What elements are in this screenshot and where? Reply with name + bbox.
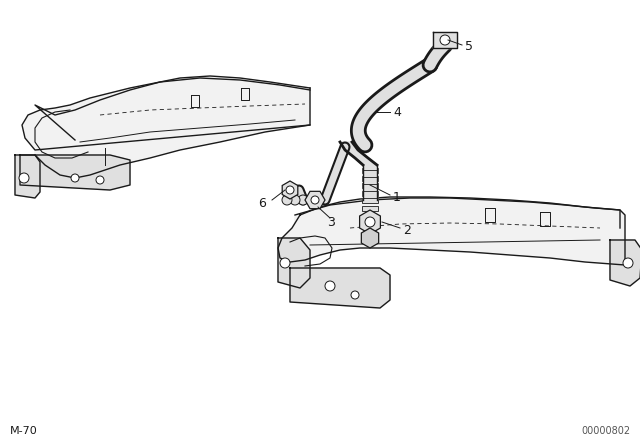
Polygon shape [15, 155, 40, 198]
Bar [362, 206, 378, 211]
Polygon shape [278, 197, 625, 265]
Polygon shape [282, 181, 298, 199]
Polygon shape [362, 228, 379, 248]
Circle shape [19, 173, 29, 183]
Bar [362, 198, 378, 203]
Bar [362, 176, 378, 181]
Polygon shape [305, 191, 325, 209]
Text: M-70: M-70 [10, 426, 38, 436]
Circle shape [96, 176, 104, 184]
Circle shape [365, 217, 375, 227]
Polygon shape [360, 210, 380, 234]
Text: 00000802: 00000802 [581, 426, 630, 436]
Polygon shape [20, 155, 130, 190]
Text: 6: 6 [258, 197, 266, 210]
Circle shape [440, 35, 450, 45]
Polygon shape [295, 198, 620, 232]
Circle shape [311, 196, 319, 204]
Circle shape [286, 186, 294, 194]
Bar [362, 183, 378, 188]
Text: 5: 5 [465, 39, 473, 52]
Polygon shape [22, 76, 310, 178]
Polygon shape [340, 142, 377, 165]
Circle shape [325, 281, 335, 291]
Bar [362, 168, 378, 173]
Text: 1: 1 [393, 190, 401, 203]
Circle shape [290, 195, 300, 205]
Circle shape [280, 258, 290, 268]
Text: 3: 3 [327, 215, 335, 228]
Circle shape [71, 174, 79, 182]
Polygon shape [433, 32, 457, 48]
Bar [362, 191, 378, 196]
Polygon shape [278, 238, 310, 288]
Circle shape [298, 195, 308, 205]
Polygon shape [290, 268, 390, 308]
Circle shape [623, 258, 633, 268]
Circle shape [351, 291, 359, 299]
Polygon shape [35, 78, 310, 140]
Polygon shape [363, 165, 377, 200]
Text: 4: 4 [393, 105, 401, 119]
Circle shape [282, 195, 292, 205]
Polygon shape [610, 240, 640, 286]
Text: 2: 2 [403, 224, 411, 237]
